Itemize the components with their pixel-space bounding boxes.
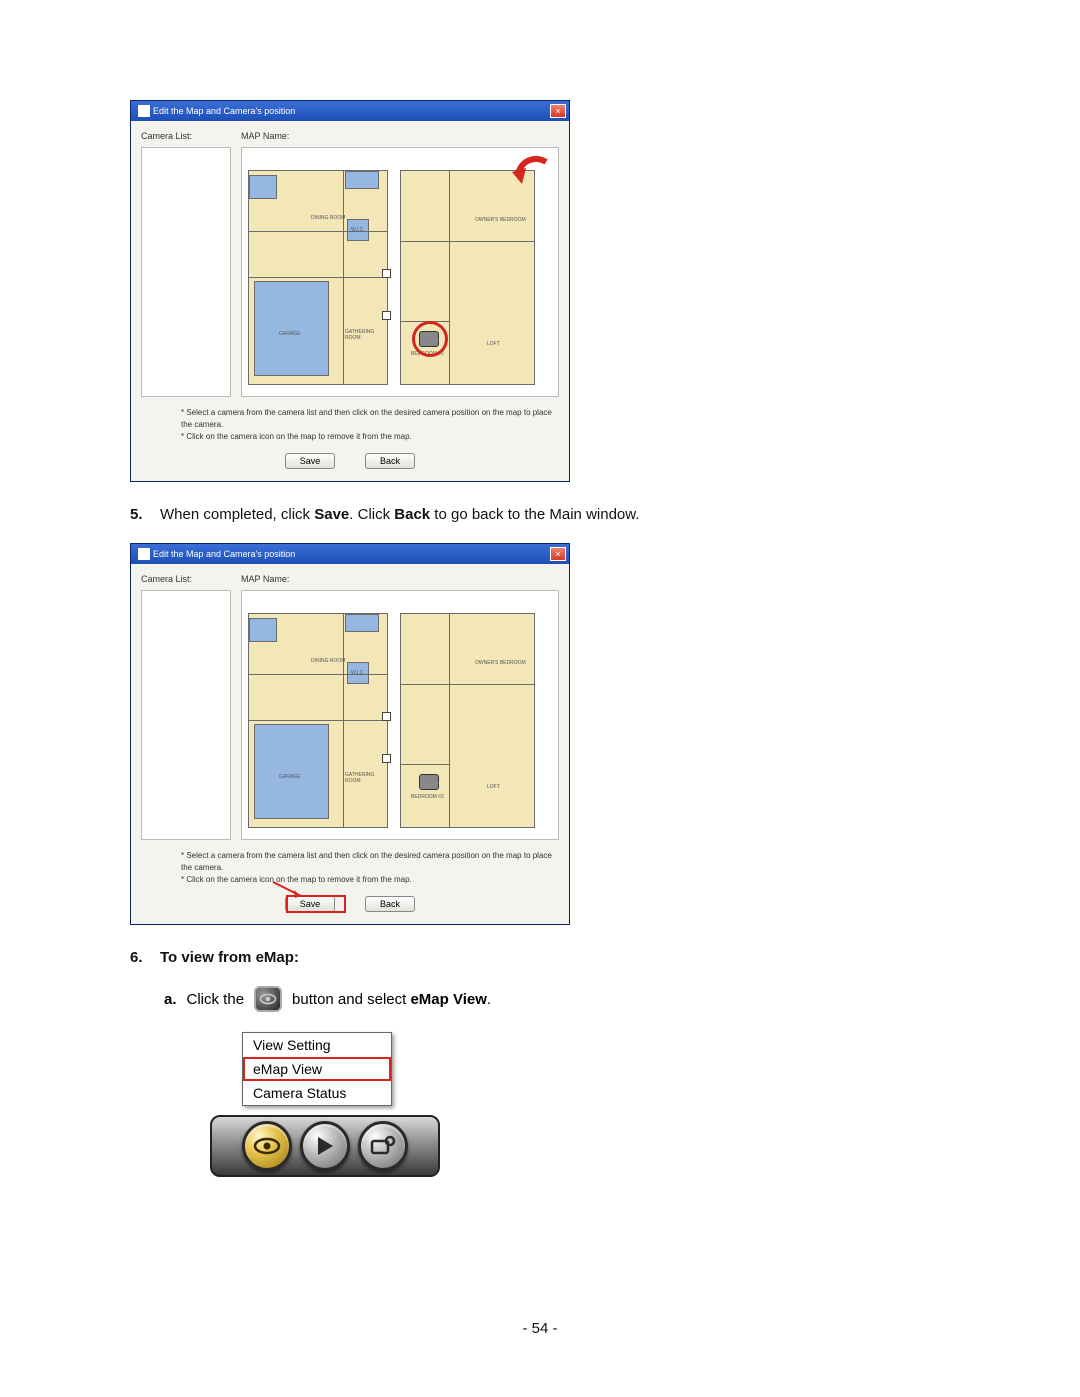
room-label-loft: LOFT	[487, 341, 500, 347]
edit-map-dialog-2: Edit the Map and Camera's position × Cam…	[130, 543, 570, 925]
map-name-label: MAP Name:	[241, 574, 289, 584]
floorplan-right: OWNER'S BEDROOM BEDROOM #2 LOFT	[400, 170, 535, 385]
floorplan-left: DINING ROOM W.I.C. GARAGE GATHERING ROOM	[248, 170, 388, 385]
red-arrow-icon	[508, 154, 552, 198]
map-name-label: MAP Name:	[241, 131, 289, 141]
dialog-title-text: Edit the Map and Camera's position	[153, 106, 295, 116]
room-label-wic: W.I.C.	[351, 227, 365, 233]
eye-button[interactable]	[242, 1121, 292, 1171]
floorplan-left: DINING ROOM W.I.C. GARAGE GATHERING ROOM	[248, 613, 388, 828]
toolbar	[210, 1115, 440, 1177]
dialog-title-text: Edit the Map and Camera's position	[153, 549, 295, 559]
dialog-title: Edit the Map and Camera's position	[134, 548, 295, 560]
record-button[interactable]	[358, 1121, 408, 1171]
back-button[interactable]: Back	[365, 896, 415, 912]
instruction-line-2: * Click on the camera icon on the map to…	[181, 431, 559, 443]
map-area[interactable]: DINING ROOM W.I.C. GARAGE GATHERING ROOM…	[241, 590, 559, 840]
context-menu: View Setting eMap View Camera Status	[242, 1032, 392, 1106]
step-5: 5. When completed, click Save. Click Bac…	[130, 506, 960, 523]
floorplan-right: OWNER'S BEDROOM BEDROOM #2 LOFT	[400, 613, 535, 828]
substep-a: a. Click the button and select eMap View…	[164, 986, 960, 1012]
room-label-garage: GARAGE	[279, 331, 300, 337]
menu-item-camera-status[interactable]: Camera Status	[243, 1081, 391, 1105]
map-area[interactable]: DINING ROOM W.I.C. GARAGE GATHERING ROOM…	[241, 147, 559, 397]
camera-icon[interactable]	[419, 774, 439, 790]
instruction-line-1: * Select a camera from the camera list a…	[181, 407, 559, 431]
edit-map-dialog-1: Edit the Map and Camera's position × Cam…	[130, 100, 570, 482]
eye-icon[interactable]	[254, 986, 282, 1012]
view-menu-screenshot: View Setting eMap View Camera Status	[210, 1032, 440, 1177]
step-5-marker: 5.	[130, 506, 148, 523]
camera-list-label: Camera List:	[141, 131, 231, 141]
app-icon	[138, 105, 150, 117]
camera-list-label: Camera List:	[141, 574, 231, 584]
step-6-text: To view from eMap:	[160, 949, 299, 966]
instruction-line-2: * Click on the camera icon on the map to…	[181, 874, 559, 886]
red-arrow-icon	[271, 880, 311, 900]
dialog-title: Edit the Map and Camera's position	[134, 105, 295, 117]
instruction-line-1: * Select a camera from the camera list a…	[181, 850, 559, 874]
menu-item-view-setting[interactable]: View Setting	[243, 1033, 391, 1057]
step-5-text: When completed, click Save. Click Back t…	[160, 506, 639, 523]
save-button[interactable]: Save	[285, 453, 335, 469]
camera-list[interactable]	[141, 590, 231, 840]
dialog-titlebar: Edit the Map and Camera's position ×	[131, 544, 569, 564]
room-label-gathering: GATHERING ROOM	[345, 329, 387, 341]
back-button[interactable]: Back	[365, 453, 415, 469]
page-number: - 54 -	[0, 1320, 1080, 1337]
step-6-marker: 6.	[130, 949, 148, 966]
close-icon[interactable]: ×	[550, 104, 566, 118]
marker-square	[382, 269, 391, 278]
app-icon	[138, 548, 150, 560]
play-button[interactable]	[300, 1121, 350, 1171]
substep-a-marker: a.	[164, 991, 177, 1008]
red-circle-highlight	[412, 321, 448, 357]
room-label-owners: OWNER'S BEDROOM	[475, 217, 526, 223]
camera-list[interactable]	[141, 147, 231, 397]
dialog-titlebar: Edit the Map and Camera's position ×	[131, 101, 569, 121]
marker-square	[382, 311, 391, 320]
menu-item-emap-view[interactable]: eMap View	[243, 1057, 391, 1081]
step-6: 6. To view from eMap:	[130, 949, 960, 966]
close-icon[interactable]: ×	[550, 547, 566, 561]
room-label-dining: DINING ROOM	[311, 215, 345, 221]
